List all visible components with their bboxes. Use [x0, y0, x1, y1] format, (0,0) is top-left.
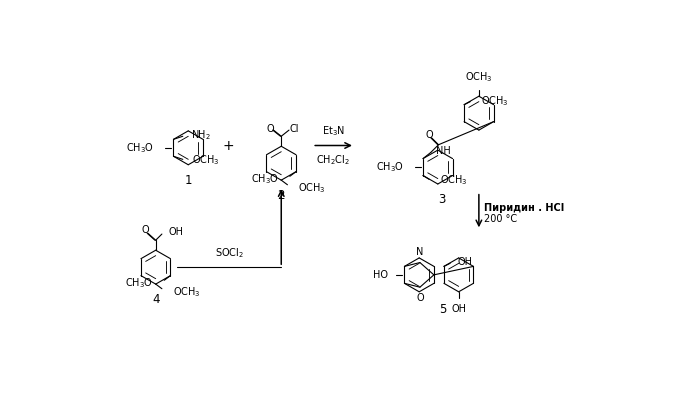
Text: OCH$_3$: OCH$_3$ [481, 94, 509, 108]
Text: O: O [426, 130, 433, 141]
Text: 3: 3 [438, 193, 445, 206]
Text: 200 °C: 200 °C [484, 215, 517, 224]
Text: N: N [416, 247, 424, 257]
Text: Пиридин . HCl: Пиридин . HCl [484, 203, 564, 213]
Text: OH: OH [452, 304, 466, 314]
Text: 4: 4 [152, 293, 160, 306]
Text: CH$_2$Cl$_2$: CH$_2$Cl$_2$ [316, 153, 350, 167]
Text: Cl: Cl [290, 124, 299, 134]
Text: OCH$_3$: OCH$_3$ [440, 173, 468, 187]
Text: CH$_3$O: CH$_3$O [376, 160, 404, 174]
Text: OH: OH [168, 227, 183, 237]
Text: CH$_3$O: CH$_3$O [125, 276, 153, 290]
Text: Et$_3$N: Et$_3$N [321, 124, 344, 138]
Text: 1: 1 [185, 174, 192, 187]
Text: 2: 2 [277, 189, 285, 202]
Text: +: + [223, 139, 234, 152]
Text: SOCl$_2$: SOCl$_2$ [215, 246, 244, 260]
Text: O: O [142, 225, 149, 235]
Text: 5: 5 [439, 303, 446, 316]
Text: CH$_3$O: CH$_3$O [251, 173, 279, 186]
Text: O: O [416, 292, 423, 303]
Text: OCH$_3$: OCH$_3$ [192, 153, 220, 167]
Text: NH$_2$: NH$_2$ [190, 128, 211, 142]
Text: OCH$_3$: OCH$_3$ [465, 70, 493, 84]
Text: O: O [267, 124, 274, 134]
Text: OCH$_3$: OCH$_3$ [298, 181, 326, 195]
Text: CH$_3$O: CH$_3$O [126, 141, 154, 155]
Text: NH: NH [436, 146, 451, 156]
Text: HO: HO [373, 270, 389, 280]
Text: OH: OH [458, 257, 473, 267]
Text: OCH$_3$: OCH$_3$ [173, 285, 200, 299]
